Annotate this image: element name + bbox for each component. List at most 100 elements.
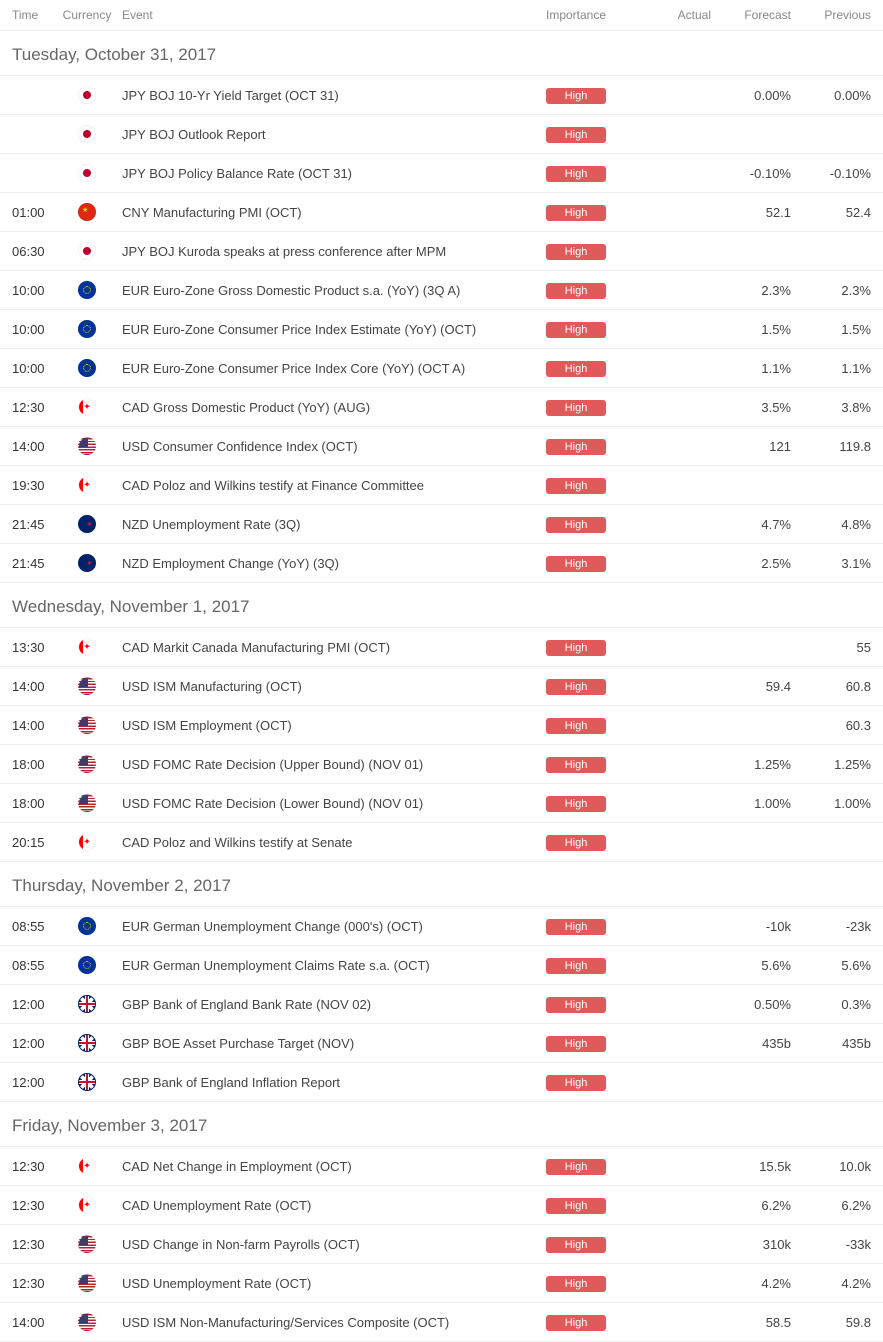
table-row[interactable]: 08:55EUR German Unemployment Change (000…	[0, 907, 883, 946]
table-row[interactable]: JPY BOJ 10-Yr Yield Target (OCT 31)High0…	[0, 76, 883, 115]
cell-currency	[62, 125, 112, 143]
cell-previous: 0.3%	[791, 997, 871, 1012]
header-time[interactable]: Time	[12, 8, 62, 22]
header-currency[interactable]: Currency	[62, 8, 112, 22]
table-row[interactable]: 18:00USD FOMC Rate Decision (Upper Bound…	[0, 745, 883, 784]
cell-importance: High	[521, 126, 631, 143]
cell-time: 18:00	[12, 757, 62, 772]
header-importance[interactable]: Importance	[521, 8, 631, 22]
importance-badge: High	[546, 640, 606, 656]
cell-time: 12:30	[12, 1198, 62, 1213]
cell-previous: 3.8%	[791, 400, 871, 415]
table-row[interactable]: 12:00 GBP BOE Asset Purchase Target (NOV)…	[0, 1024, 883, 1063]
table-row[interactable]: 10:00EUR Euro-Zone Gross Domestic Produc…	[0, 271, 883, 310]
cell-event: EUR Euro-Zone Consumer Price Index Estim…	[112, 322, 521, 337]
cell-importance: High	[521, 1197, 631, 1214]
header-forecast[interactable]: Forecast	[711, 8, 791, 22]
cell-time: 12:00	[12, 1036, 62, 1051]
cell-previous: 52.4	[791, 205, 871, 220]
table-row[interactable]: 01:00CNY Manufacturing PMI (OCT)High52.1…	[0, 193, 883, 232]
eur-flag-icon	[78, 359, 96, 377]
cell-importance: High	[521, 321, 631, 338]
cell-currency	[62, 86, 112, 104]
table-row[interactable]: 19:30CAD Poloz and Wilkins testify at Fi…	[0, 466, 883, 505]
cell-time: 12:00	[12, 997, 62, 1012]
importance-badge: High	[546, 1237, 606, 1253]
cell-currency	[62, 203, 112, 221]
table-row[interactable]: 20:15 CAD Poloz and Wilkins testify at Se…	[0, 823, 883, 862]
importance-badge: High	[546, 400, 606, 416]
cell-currency	[62, 359, 112, 377]
table-row[interactable]: 14:00USD ISM Employment (OCT)High60.3	[0, 706, 883, 745]
cell-time: 12:30	[12, 400, 62, 415]
importance-badge: High	[546, 205, 606, 221]
table-row[interactable]: 10:00 EUR Euro-Zone Consumer Price Index …	[0, 310, 883, 349]
table-row[interactable]: 12:30CAD Net Change in Employment (OCT)H…	[0, 1147, 883, 1186]
cell-importance: High	[521, 1314, 631, 1331]
importance-badge: High	[546, 1159, 606, 1175]
table-row[interactable]: 06:30JPY BOJ Kuroda speaks at press conf…	[0, 232, 883, 271]
gbp-flag-icon	[78, 1034, 96, 1052]
table-row[interactable]: 12:30USD Unemployment Rate (OCT)High4.2%…	[0, 1264, 883, 1303]
cell-event: CNY Manufacturing PMI (OCT)	[112, 205, 521, 220]
cell-event: CAD Unemployment Rate (OCT)	[112, 1198, 521, 1213]
table-row[interactable]: 14:00USD ISM Non-Manufacturing/Services …	[0, 1303, 883, 1342]
importance-badge: High	[546, 919, 606, 935]
header-actual[interactable]: Actual	[631, 8, 711, 22]
table-row[interactable]: 14:00USD Consumer Confidence Index (OCT)…	[0, 427, 883, 466]
table-row[interactable]: 21:45NZD Employment Change (YoY) (3Q)Hig…	[0, 544, 883, 583]
cell-event: NZD Employment Change (YoY) (3Q)	[112, 556, 521, 571]
table-row[interactable]: JPY BOJ Policy Balance Rate (OCT 31)High…	[0, 154, 883, 193]
cell-event: GBP BOE Asset Purchase Target (NOV)	[112, 1036, 521, 1051]
jpy-flag-icon	[78, 125, 96, 143]
cell-importance: High	[521, 1035, 631, 1052]
importance-badge: High	[546, 679, 606, 695]
cell-event: CAD Poloz and Wilkins testify at Senate	[112, 835, 521, 850]
cell-time: 10:00	[12, 322, 62, 337]
importance-badge: High	[546, 757, 606, 773]
cell-time: 19:30	[12, 478, 62, 493]
header-event[interactable]: Event	[112, 8, 521, 22]
cell-forecast: 15.5k	[711, 1159, 791, 1174]
cell-currency	[62, 476, 112, 494]
cell-currency	[62, 794, 112, 812]
table-row[interactable]: 12:00GBP Bank of England Bank Rate (NOV …	[0, 985, 883, 1024]
cad-flag-icon	[78, 398, 96, 416]
table-row[interactable]: 21:45NZD Unemployment Rate (3Q)High4.7%4…	[0, 505, 883, 544]
eur-flag-icon	[78, 956, 96, 974]
cell-event: JPY BOJ Policy Balance Rate (OCT 31)	[112, 166, 521, 181]
table-row[interactable]: 14:00USD ISM Manufacturing (OCT)High59.4…	[0, 667, 883, 706]
cell-event: EUR Euro-Zone Consumer Price Index Core …	[112, 361, 521, 376]
cell-currency	[62, 398, 112, 416]
table-row[interactable]: 08:55EUR German Unemployment Claims Rate…	[0, 946, 883, 985]
importance-badge: High	[546, 1036, 606, 1052]
cell-currency	[62, 833, 112, 851]
importance-badge: High	[546, 283, 606, 299]
cell-forecast: 6.2%	[711, 1198, 791, 1213]
table-row[interactable]: 13:30CAD Markit Canada Manufacturing PMI…	[0, 628, 883, 667]
cell-forecast: 58.5	[711, 1315, 791, 1330]
cell-time: 12:30	[12, 1237, 62, 1252]
gbp-flag-icon	[78, 995, 96, 1013]
cad-flag-icon	[78, 476, 96, 494]
importance-badge: High	[546, 439, 606, 455]
table-row[interactable]: 12:30CAD Gross Domestic Product (YoY) (A…	[0, 388, 883, 427]
importance-badge: High	[546, 835, 606, 851]
cell-event: USD Change in Non-farm Payrolls (OCT)	[112, 1237, 521, 1252]
table-row[interactable]: JPY BOJ Outlook ReportHigh	[0, 115, 883, 154]
table-row[interactable]: 18:00USD FOMC Rate Decision (Lower Bound…	[0, 784, 883, 823]
table-row[interactable]: 12:30 USD Change in Non-farm Payrolls (OC…	[0, 1225, 883, 1264]
usd-flag-icon	[78, 755, 96, 773]
cell-time: 20:15	[12, 835, 62, 850]
importance-badge: High	[546, 1198, 606, 1214]
header-previous[interactable]: Previous	[791, 8, 871, 22]
table-row[interactable]: 12:30 CAD Unemployment Rate (OCT) High 6.2%…	[0, 1186, 883, 1225]
cell-importance: High	[521, 957, 631, 974]
table-row[interactable]: 10:00EUR Euro-Zone Consumer Price Index …	[0, 349, 883, 388]
table-row[interactable]: 12:00GBP Bank of England Inflation Repor…	[0, 1063, 883, 1102]
cell-importance: High	[521, 243, 631, 260]
cell-importance: High	[521, 165, 631, 182]
usd-flag-icon	[78, 716, 96, 734]
importance-badge: High	[546, 796, 606, 812]
jpy-flag-icon	[78, 242, 96, 260]
